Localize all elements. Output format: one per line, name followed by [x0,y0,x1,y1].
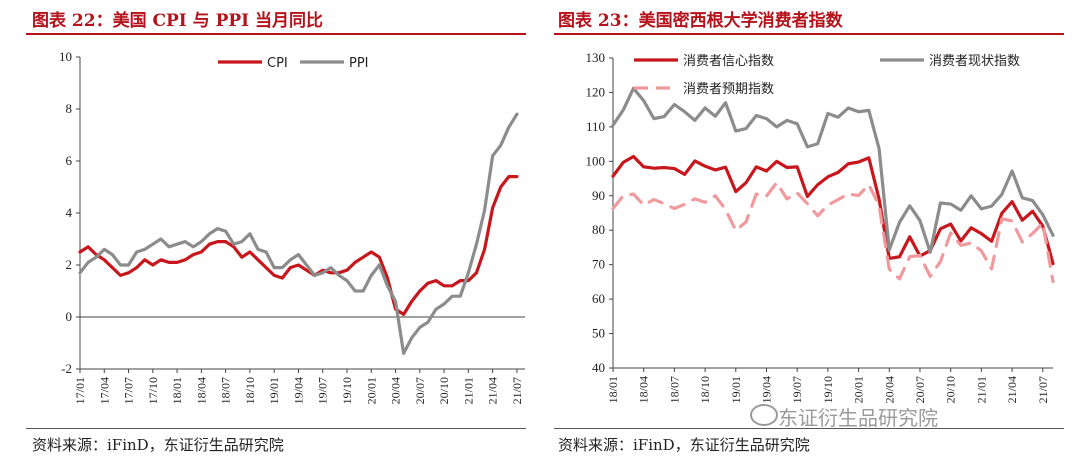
chart-panel-cpi-ppi: 图表 22：美国 CPI 与 PPI 当月同比 -2 0 2 4 6 8 10 17/01 17… [26,11,526,454]
legend-label: CPI [267,56,288,71]
x-tick-label: 18/10 [243,377,257,404]
x-tick-label: 21/04 [486,377,500,404]
series-line-1 [78,112,519,355]
x-tick-label: 20/04 [882,376,896,403]
x-tick-label: 19/01 [729,376,743,403]
x-tick-label: 19/07 [316,377,330,404]
series-line-0 [78,175,519,316]
x-tick-label: 20/07 [413,377,427,404]
title-rule [26,33,526,35]
y-tick-label: 90 [592,188,605,203]
source-note: 资料来源：iFinD，东证衍生品研究院 [558,436,810,454]
legend-label: 消费者信心指数 [683,54,774,69]
series-line-0 [611,154,1055,266]
x-tick-label: 17/10 [146,377,160,404]
x-tick-label: 20/10 [944,376,958,403]
legend-label: 消费者现状指数 [929,54,1020,69]
x-tick-label: 18/07 [667,376,681,403]
legend-label: 消费者预期指数 [683,82,774,97]
x-tick-label: 20/07 [913,376,927,403]
x-tick-label: 18/07 [219,377,233,404]
series-line-1 [611,86,1055,254]
wechat-icon [750,404,778,426]
y-tick-label: 100 [586,153,606,168]
series-line-2 [611,181,1055,284]
source-note: 资料来源：iFinD，东证衍生品研究院 [32,436,284,454]
y-tick-label: 8 [66,101,73,116]
y-tick-label: 130 [586,50,606,65]
x-tick-label: 21/07 [510,377,524,404]
x-tick-label: 18/04 [637,376,651,403]
chart-title: 图表 23：美国密西根大学消费者指数 [558,11,843,31]
x-tick-label: 20/10 [437,377,451,404]
x-tick-label: 18/04 [194,377,208,404]
y-tick-label: 2 [66,257,73,272]
x-tick-label: 17/01 [73,377,87,404]
x-tick-label: 17/07 [122,377,136,404]
y-tick-label: 10 [59,49,72,64]
y-tick-label: 120 [586,84,606,99]
source-rule [554,428,1064,429]
x-tick-label: 19/01 [267,377,281,404]
y-tick-label: 70 [592,257,605,272]
x-tick-label: 19/10 [821,376,835,403]
x-tick-label: 17/04 [97,377,111,404]
x-tick-label: 19/07 [790,376,804,403]
x-tick-label: 18/10 [698,376,712,403]
x-tick-label: 21/01 [461,377,475,404]
y-tick-label: 50 [592,326,605,341]
y-tick-label: 60 [592,291,605,306]
source-rule [26,428,526,429]
title-rule [554,33,1064,35]
y-tick-label: 80 [592,222,605,237]
y-tick-label: 110 [586,119,605,134]
y-tick-label: 0 [66,309,73,324]
y-tick-label: -2 [61,361,72,376]
x-tick-label: 18/01 [170,377,184,404]
x-tick-label: 21/07 [1036,376,1050,403]
chart-title: 图表 22：美国 CPI 与 PPI 当月同比 [32,11,324,31]
x-tick-label: 19/04 [291,377,305,404]
y-tick-label: 40 [592,360,605,375]
legend-label: PPI [349,56,369,71]
x-tick-label: 21/01 [974,376,988,403]
cpi-ppi-chart: -2 0 2 4 6 8 10 17/01 17/04 17/07 17/10 18/01 18/04 1… [59,49,525,404]
watermark: 东证衍生品研究院 [778,406,938,430]
x-tick-label: 20/01 [364,377,378,404]
x-tick-label: 18/01 [606,376,620,403]
x-tick-label: 20/01 [852,376,866,403]
x-tick-label: 20/04 [389,377,403,404]
x-tick-label: 19/10 [340,377,354,404]
x-tick-label: 21/04 [1005,376,1019,403]
x-tick-label: 19/04 [759,376,773,403]
michigan-sentiment-chart: 40 50 60 70 80 90 100 110 120 130 18/01 18/04 18/07 1… [586,50,1055,403]
chart-panel-michigan: 图表 23：美国密西根大学消费者指数 40 50 60 70 80 90 100 110 120… [540,0,1080,470]
y-tick-label: 6 [66,153,73,168]
y-tick-label: 4 [66,205,73,220]
